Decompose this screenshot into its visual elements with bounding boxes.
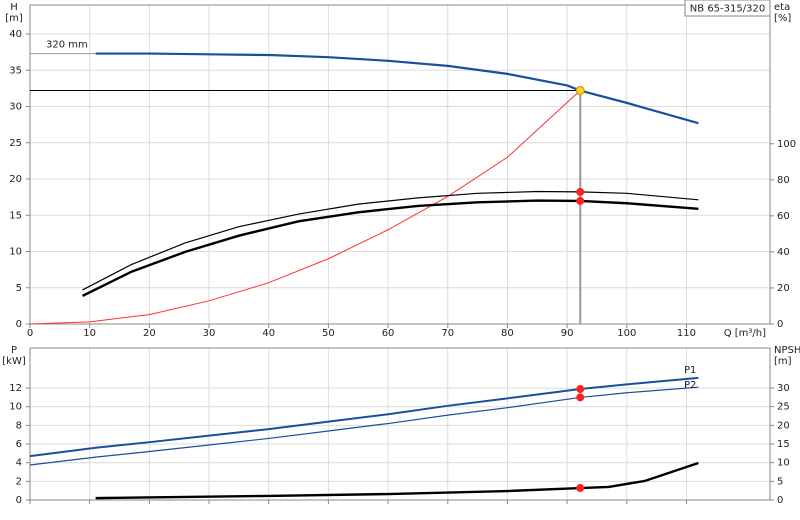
x-tick-label: 110 [677,328,696,339]
duty-point [576,187,585,196]
x-tick-label: 30 [203,328,216,339]
y2-tick-label: 80 [777,175,790,186]
y-tick-label: 40 [9,29,22,40]
y2-tick-label: 20 [777,283,790,294]
y-axis-unit: [m] [5,13,23,24]
x-tick-label: 40 [262,328,275,339]
y2-tick-label: 10 [777,458,790,469]
y2-tick-label: 100 [777,139,796,150]
x-tick-label: 90 [561,328,574,339]
curve [95,461,699,500]
curve [81,199,699,297]
duty-point [576,385,585,394]
y-tick-label: 0 [16,495,22,506]
y2-tick-label: 5 [777,476,783,487]
y-tick-label: 8 [16,420,22,431]
y2-tick-label: 40 [777,247,790,258]
y-tick-label: 2 [16,476,22,487]
plot-frame [29,347,771,501]
curve [82,190,699,291]
x-tick-label: 10 [83,328,96,339]
series-label: P1 [684,365,696,376]
plot-frame [29,4,771,325]
x-tick-label: 100 [617,328,636,339]
curve [95,52,699,125]
y-tick-label: 5 [16,283,22,294]
duty-point [575,86,585,96]
y-axis-unit: [kW] [2,356,26,367]
duty-point [576,484,585,493]
duty-point [576,393,585,402]
y-tick-label: 25 [9,138,22,149]
curve [29,386,699,466]
y2-axis-unit: [m] [774,356,792,367]
y-tick-label: 20 [9,174,22,185]
y-tick-label: 12 [9,383,22,394]
y-tick-label: 15 [9,210,22,221]
y2-tick-label: 0 [777,495,783,506]
y-tick-label: 6 [16,439,22,450]
y-axis-label: H [10,2,18,13]
y-tick-label: 35 [9,65,22,76]
chart-title: NB 65-315/320 [690,4,765,15]
y2-tick-label: 20 [777,420,790,431]
y-tick-label: 30 [9,102,22,113]
series-label: 320 mm [46,40,88,51]
curve [29,376,699,458]
y2-tick-label: 60 [777,211,790,222]
title-box [684,0,771,17]
x-axis-label: Q [m³/h] [724,328,766,339]
x-tick-label: 80 [501,328,514,339]
y2-tick-label: 0 [777,319,783,330]
y2-axis-unit: [%] [774,13,791,24]
y2-axis-label: eta [774,2,790,13]
y-tick-label: 4 [16,458,22,469]
duty-point [576,196,585,205]
x-tick-label: 70 [441,328,454,339]
x-tick-label: 60 [382,328,395,339]
x-tick-label: 0 [27,328,33,339]
y-axis-label: P [11,345,17,356]
y2-axis-label: NPSH [774,345,800,356]
y-tick-label: 0 [16,319,22,330]
y2-tick-label: 25 [777,402,790,413]
y2-tick-label: 30 [777,383,790,394]
curve [29,90,581,325]
y2-tick-label: 15 [777,439,790,450]
x-tick-label: 20 [143,328,156,339]
series-label: P2 [684,380,696,391]
y-tick-label: 10 [9,247,22,258]
x-tick-label: 50 [322,328,335,339]
y-tick-label: 10 [9,402,22,413]
